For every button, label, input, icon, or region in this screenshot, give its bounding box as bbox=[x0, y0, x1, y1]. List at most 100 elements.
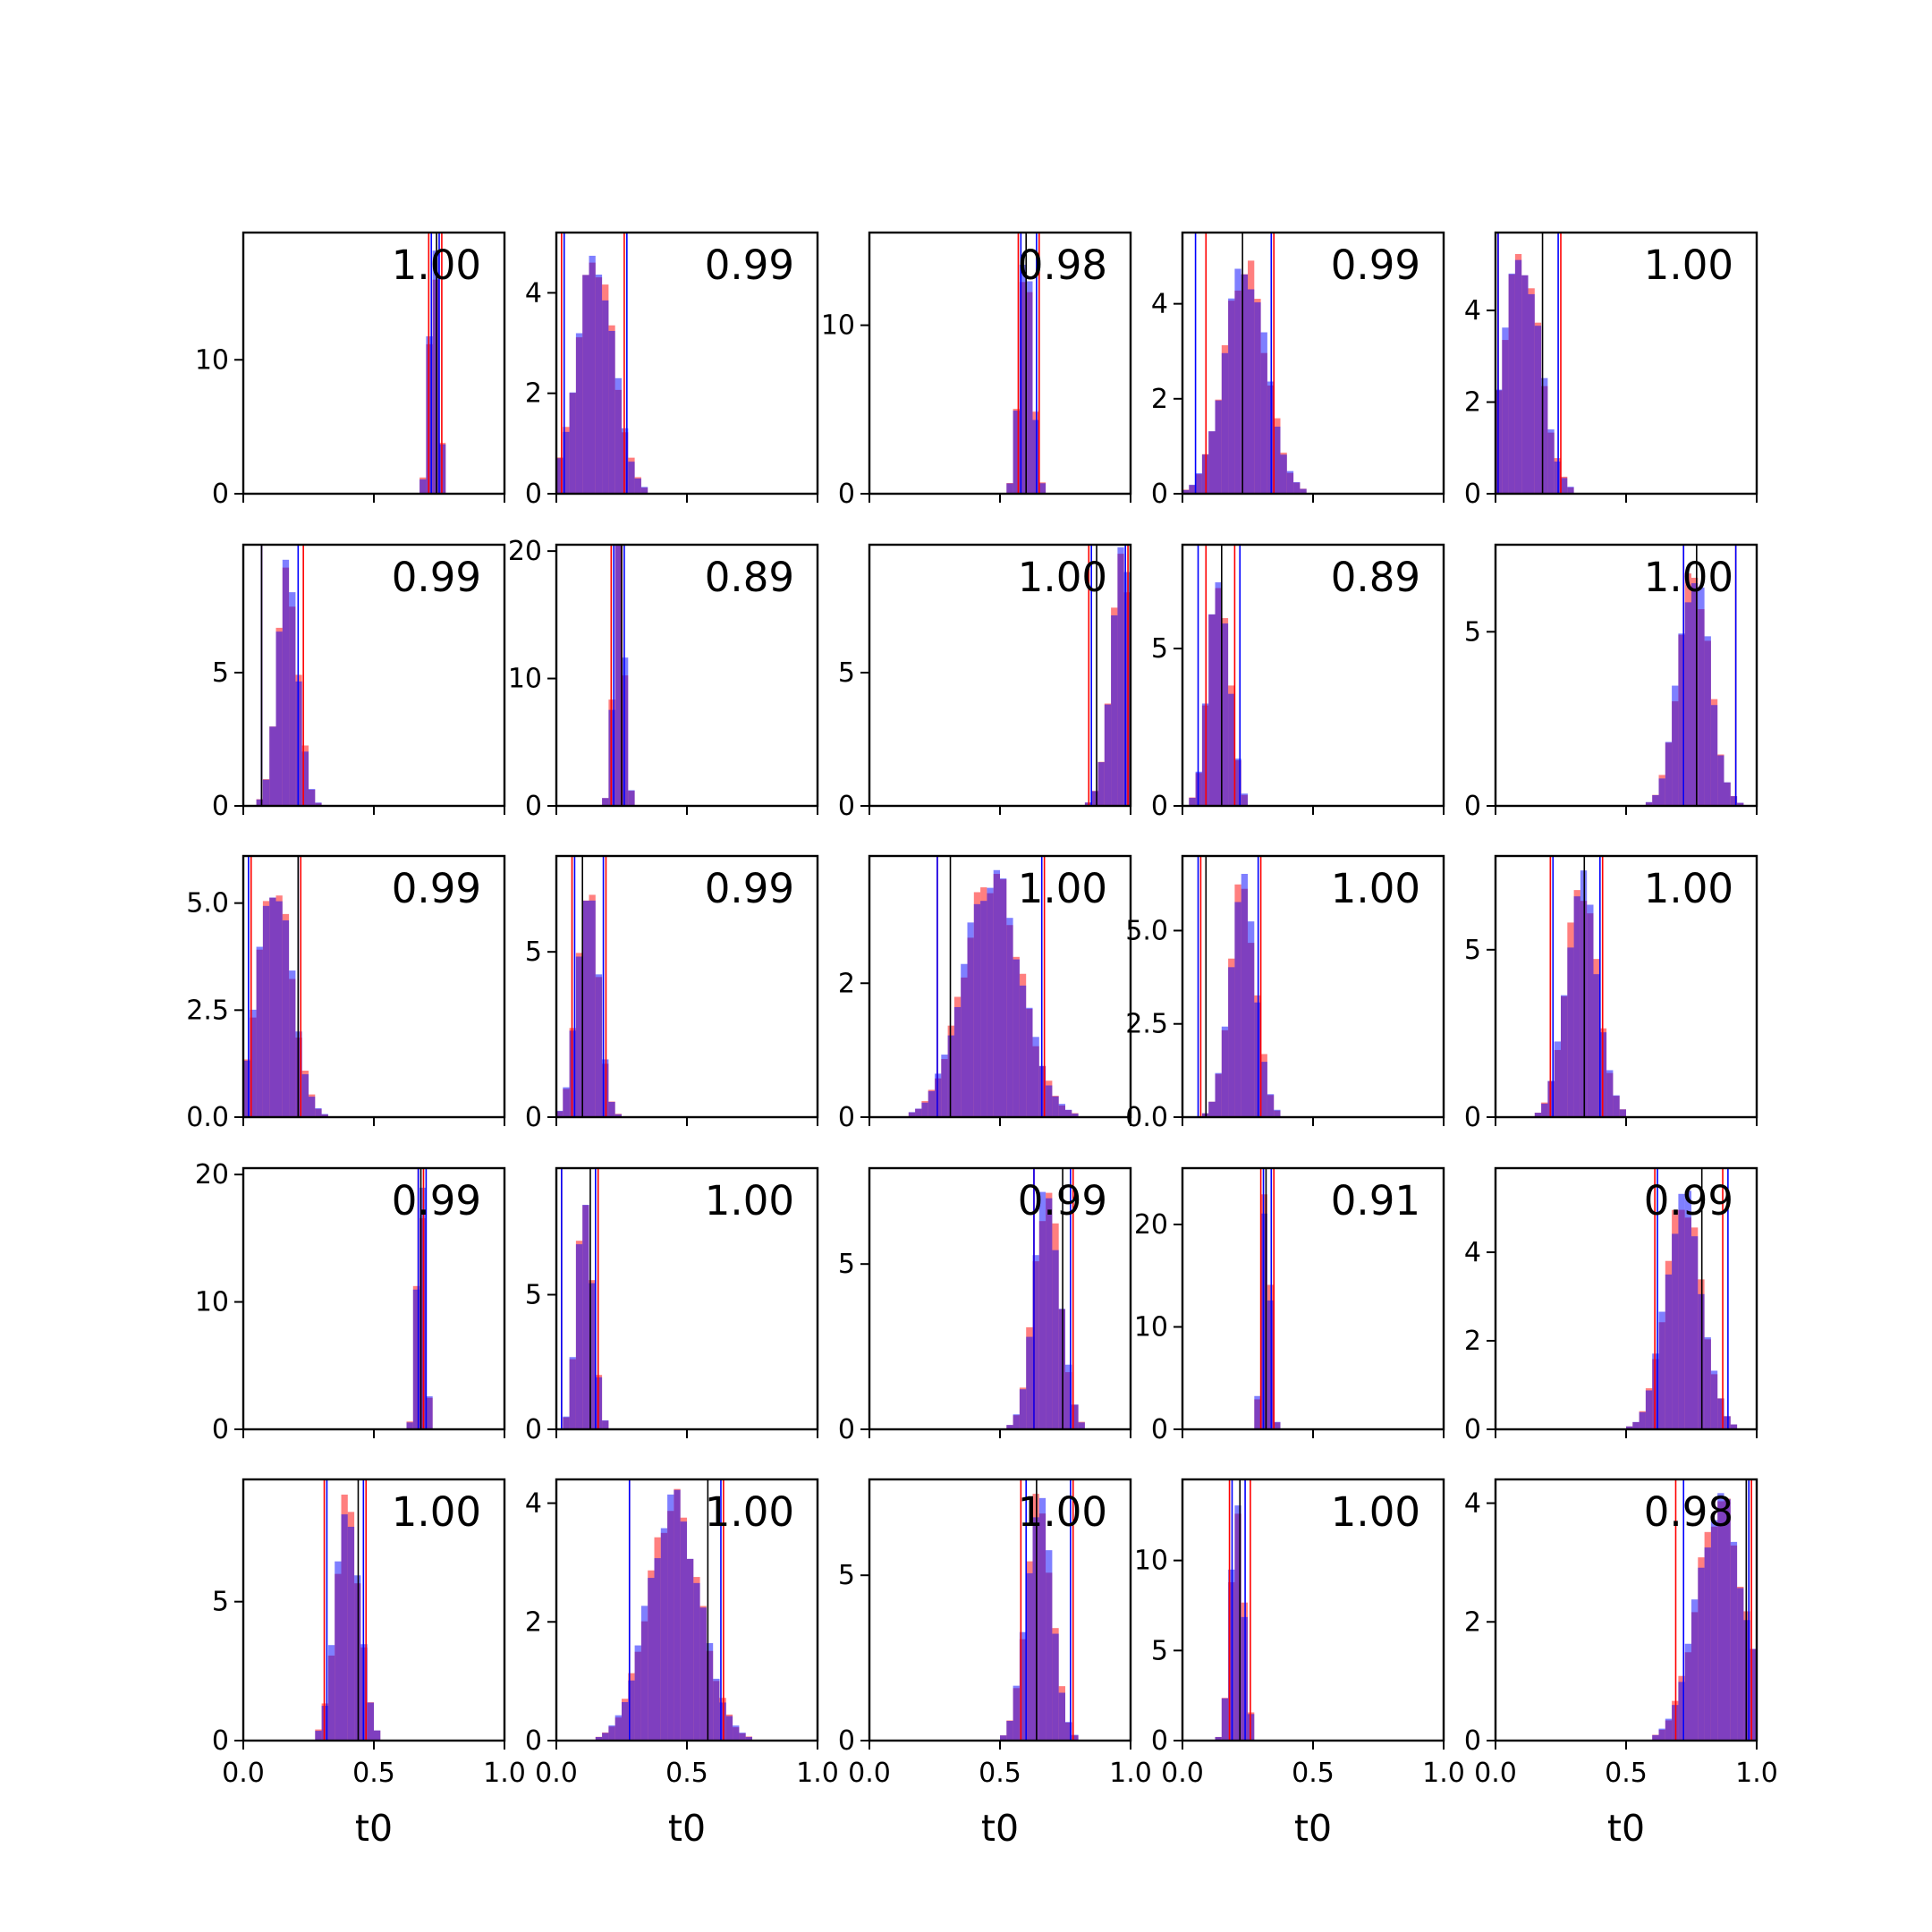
panel-value-label: 1.00 bbox=[1331, 865, 1420, 912]
histogram-bar-series-b bbox=[1286, 470, 1294, 494]
panel-value-label: 0.91 bbox=[1331, 1177, 1420, 1224]
histogram-bar-series-b bbox=[1221, 1698, 1229, 1741]
y-tick-label: 0 bbox=[838, 1102, 855, 1133]
histogram-bar-series-b bbox=[614, 1114, 622, 1117]
panel-plot-area bbox=[256, 545, 322, 806]
histogram-bar-series-b bbox=[1182, 489, 1190, 494]
histogram-bar-series-b bbox=[1221, 352, 1229, 494]
histogram-bar-series-b bbox=[569, 392, 576, 494]
histogram-bar-series-b bbox=[1561, 478, 1568, 494]
histogram-bar-series-b bbox=[1228, 693, 1235, 806]
panel-21: 0 5 0.0 0.5 1.0 t0 1.00 bbox=[212, 1478, 526, 1850]
panel-8: 051.00 bbox=[838, 543, 1132, 822]
panel-2: 0 2 4 0.99 bbox=[525, 231, 819, 510]
histogram-bar-series-b bbox=[1052, 1096, 1059, 1117]
y-tick-label: 0 bbox=[1151, 1725, 1168, 1757]
x-axis-label: t0 bbox=[1294, 1807, 1332, 1850]
histogram-bar-series-b bbox=[1573, 896, 1580, 1117]
histogram-bar-series-b bbox=[967, 922, 974, 1117]
histogram-bar-series-b bbox=[667, 1494, 674, 1741]
histogram-bar-series-b bbox=[640, 487, 648, 494]
histogram-bar-series-b bbox=[282, 559, 290, 806]
y-tick-label: 0 bbox=[525, 1102, 542, 1133]
histogram-bar-series-b bbox=[1645, 1390, 1653, 1429]
y-tick-label: 2 bbox=[1464, 387, 1481, 419]
histogram-bar-series-b bbox=[1698, 1567, 1705, 1741]
histogram-bar-series-b bbox=[563, 1087, 570, 1117]
histogram-bar-series-b bbox=[1228, 967, 1235, 1117]
histogram-bar-series-b bbox=[243, 1060, 250, 1117]
panel-value-label: 0.89 bbox=[705, 554, 794, 601]
y-tick-label: 2 bbox=[525, 1606, 542, 1638]
histogram-bar-series-b bbox=[563, 431, 570, 494]
y-tick-label: 2 bbox=[1464, 1606, 1481, 1638]
histogram-bar-series-b bbox=[1678, 633, 1685, 806]
histogram-bar-series-b bbox=[733, 1725, 740, 1741]
histogram-bar-series-b bbox=[1626, 1426, 1633, 1429]
y-tick-label: 0 bbox=[212, 479, 229, 510]
histogram-bar-series-b bbox=[1065, 1364, 1072, 1429]
histogram-bar-series-b bbox=[1567, 487, 1574, 494]
histogram-bar-series-b bbox=[335, 1561, 342, 1741]
histogram-bar-series-b bbox=[1248, 289, 1255, 494]
y-tick-label: 0 bbox=[212, 1725, 229, 1757]
histogram-bar-series-b bbox=[321, 1114, 328, 1117]
histogram-bar-series-b bbox=[1684, 1643, 1691, 1741]
histogram-bar-series-b bbox=[1658, 1728, 1665, 1741]
histogram-bar-series-b bbox=[745, 1736, 752, 1741]
panel-value-label: 1.00 bbox=[392, 1488, 481, 1536]
histogram-bar-series-b bbox=[556, 1110, 564, 1117]
histogram-bar-series-b bbox=[1280, 454, 1287, 494]
histogram-bar-series-b bbox=[680, 1521, 687, 1741]
histogram-bar-series-b bbox=[412, 1289, 420, 1429]
histogram-bar-series-b bbox=[1547, 429, 1555, 494]
panel-plot-area bbox=[1645, 545, 1744, 806]
y-tick-label: 2.5 bbox=[186, 995, 229, 1026]
panel-value-label: 0.98 bbox=[1644, 1488, 1733, 1536]
histogram-bar-series-b bbox=[1613, 1095, 1620, 1117]
y-tick-label: 5 bbox=[838, 657, 855, 689]
y-tick-label: 10 bbox=[1134, 1546, 1168, 1577]
histogram-bar-series-b bbox=[1215, 582, 1222, 806]
histogram-bar-series-b bbox=[301, 1074, 309, 1117]
histogram-bar-series-b bbox=[928, 1090, 935, 1117]
histogram-bar-series-b bbox=[1260, 332, 1267, 494]
y-tick-label: 0 bbox=[1464, 479, 1481, 510]
panel-value-label: 1.00 bbox=[705, 1177, 794, 1224]
histogram-bar-series-b bbox=[309, 789, 316, 806]
panel-value-label: 0.99 bbox=[1331, 242, 1420, 289]
histogram-bar-series-b bbox=[622, 1701, 629, 1741]
histogram-bar-series-b bbox=[1006, 483, 1013, 494]
histogram-bar-series-b bbox=[1019, 1389, 1027, 1429]
histogram-bar-series-b bbox=[1215, 400, 1222, 494]
y-tick-label: 5 bbox=[1151, 633, 1168, 665]
panel-value-label: 0.99 bbox=[392, 865, 481, 912]
histogram-bar-series-b bbox=[1684, 602, 1691, 806]
histogram-bar-series-b bbox=[1730, 796, 1738, 806]
histogram-bar-series-b bbox=[1006, 1425, 1013, 1429]
y-tick-label: 10 bbox=[195, 344, 229, 376]
x-tick-label: 0.5 bbox=[1292, 1758, 1335, 1789]
histogram-bar-series-b bbox=[1013, 1685, 1020, 1741]
histogram-bar-series-b bbox=[1639, 1411, 1646, 1429]
histogram-bar-series-b bbox=[921, 1102, 928, 1117]
histogram-bar-series-b bbox=[1026, 1336, 1033, 1429]
histogram-bar-series-b bbox=[1652, 795, 1659, 806]
panel-18: 050.99 bbox=[838, 1166, 1132, 1445]
histogram-bar-series-b bbox=[250, 1009, 257, 1117]
histogram-bar-series-b bbox=[1072, 1734, 1079, 1741]
panel-value-label: 0.99 bbox=[1018, 1177, 1107, 1224]
histogram-bar-series-b bbox=[1691, 1599, 1699, 1741]
histogram-bar-series-b bbox=[1541, 1103, 1548, 1117]
histogram-bar-series-b bbox=[1111, 615, 1118, 806]
histogram-bar-series-b bbox=[327, 1645, 335, 1741]
y-tick-label: 4 bbox=[1151, 289, 1168, 320]
y-tick-label: 4 bbox=[525, 1488, 542, 1520]
histogram-bar-series-b bbox=[309, 1097, 316, 1117]
histogram-bar-series-b bbox=[1026, 1572, 1033, 1741]
panel-plot-area bbox=[561, 1168, 609, 1429]
histogram-bar-series-b bbox=[608, 1725, 615, 1741]
histogram-bar-series-b bbox=[275, 901, 283, 1117]
histogram-bar-series-b bbox=[602, 300, 609, 494]
